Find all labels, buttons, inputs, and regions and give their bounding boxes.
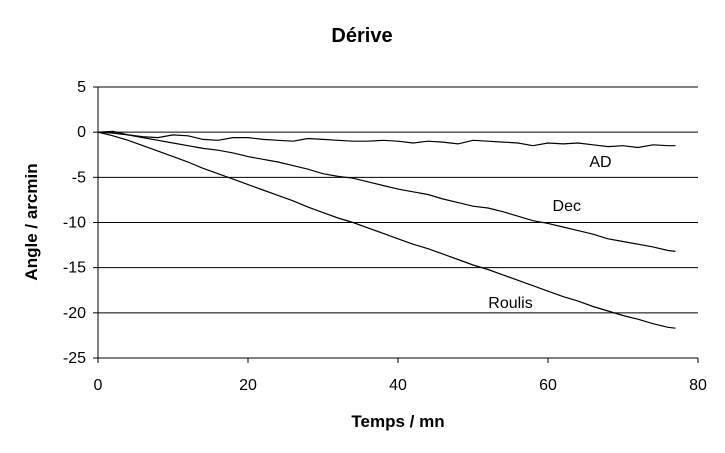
series-line-ad xyxy=(97,130,676,149)
y-tick-label: -25 xyxy=(63,350,86,367)
x-tick-label: 60 xyxy=(539,377,557,394)
y-tick-label: -5 xyxy=(72,169,86,186)
y-tick-label: 0 xyxy=(77,124,86,141)
y-tick-label: -15 xyxy=(63,260,86,277)
x-tick-label: 0 xyxy=(94,377,103,394)
gridlines xyxy=(98,86,698,314)
tick-labels: 5 0 -5 -10 -15 -20 -25 0 20 40 60 80 xyxy=(63,79,707,394)
series-line-roulis xyxy=(97,131,676,329)
y-tick-label: 5 xyxy=(77,79,86,96)
series-lines xyxy=(97,130,676,329)
y-tick-label: -20 xyxy=(63,305,86,322)
series-label-dec: Dec xyxy=(553,198,581,215)
x-axis-title: Temps / mn xyxy=(351,412,444,431)
axes xyxy=(93,86,699,363)
series-label-roulis: Roulis xyxy=(488,295,532,312)
chart-title: Dérive xyxy=(331,25,392,47)
x-tick-label: 40 xyxy=(389,377,407,394)
series-label-ad: AD xyxy=(589,154,611,171)
series-line-dec xyxy=(97,131,676,252)
y-tick-label: -10 xyxy=(63,215,86,232)
x-tick-label: 80 xyxy=(689,377,707,394)
series-labels: AD Dec Roulis xyxy=(488,154,611,312)
x-tick-label: 20 xyxy=(239,377,257,394)
y-axis-title: Angle / arcmin xyxy=(22,163,41,280)
